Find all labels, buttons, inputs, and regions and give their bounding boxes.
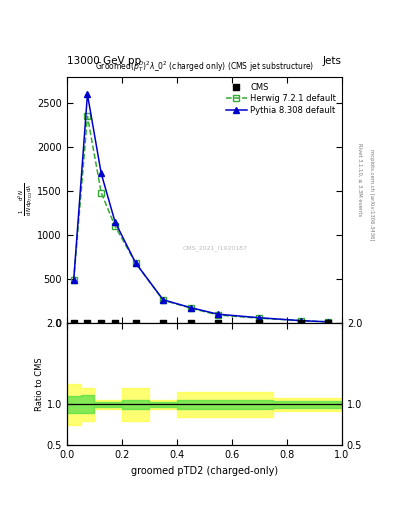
Text: Groomed$(p_T^D)^2\lambda\_0^2$ (charged only) (CMS jet substructure): Groomed$(p_T^D)^2\lambda\_0^2$ (charged … — [95, 59, 314, 74]
Text: CMS_2021_I1920187: CMS_2021_I1920187 — [182, 245, 247, 250]
CMS — [132, 318, 139, 327]
Y-axis label: $\frac{1}{\,\mathrm{d}N}\frac{\mathrm{d}^2N}{\mathrm{d}p_{TD2}\,\mathrm{d}\lambd: $\frac{1}{\,\mathrm{d}N}\frac{\mathrm{d}… — [17, 183, 35, 216]
Herwig 7.2.1 default — [161, 297, 165, 303]
CMS — [325, 318, 331, 327]
Pythia 8.308 default — [257, 315, 262, 321]
Pythia 8.308 default — [188, 305, 193, 311]
Pythia 8.308 default — [216, 311, 220, 317]
CMS — [298, 318, 304, 327]
Pythia 8.308 default — [298, 317, 303, 324]
CMS — [98, 318, 105, 327]
Text: 13000 GeV pp: 13000 GeV pp — [67, 55, 141, 66]
Herwig 7.2.1 default — [257, 315, 262, 321]
Pythia 8.308 default — [133, 260, 138, 266]
Herwig 7.2.1 default — [326, 319, 331, 325]
Text: Rivet 3.1.10, ≥ 3.3M events: Rivet 3.1.10, ≥ 3.3M events — [357, 142, 362, 216]
Pythia 8.308 default — [72, 278, 76, 284]
CMS — [187, 318, 194, 327]
Herwig 7.2.1 default — [72, 278, 76, 284]
CMS — [112, 318, 118, 327]
X-axis label: groomed pTD2 (charged-only): groomed pTD2 (charged-only) — [131, 466, 278, 476]
Legend: CMS, Herwig 7.2.1 default, Pythia 8.308 default: CMS, Herwig 7.2.1 default, Pythia 8.308 … — [224, 81, 338, 116]
CMS — [215, 318, 221, 327]
Pythia 8.308 default — [113, 219, 118, 225]
Line: Herwig 7.2.1 default: Herwig 7.2.1 default — [71, 113, 331, 325]
Text: Jets: Jets — [323, 55, 342, 66]
Pythia 8.308 default — [161, 296, 165, 303]
Pythia 8.308 default — [326, 319, 331, 325]
Herwig 7.2.1 default — [298, 317, 303, 324]
Herwig 7.2.1 default — [113, 223, 118, 229]
Herwig 7.2.1 default — [85, 113, 90, 119]
Herwig 7.2.1 default — [216, 312, 220, 318]
CMS — [256, 318, 263, 327]
Line: Pythia 8.308 default: Pythia 8.308 default — [71, 91, 331, 325]
CMS — [71, 318, 77, 327]
Pythia 8.308 default — [99, 170, 104, 177]
CMS — [160, 318, 166, 327]
Y-axis label: Ratio to CMS: Ratio to CMS — [35, 357, 44, 411]
CMS — [84, 318, 90, 327]
Herwig 7.2.1 default — [188, 305, 193, 311]
Herwig 7.2.1 default — [99, 189, 104, 196]
Pythia 8.308 default — [85, 91, 90, 97]
Text: mcplots.cern.ch [arXiv:1306.3436]: mcplots.cern.ch [arXiv:1306.3436] — [369, 149, 374, 240]
Herwig 7.2.1 default — [133, 260, 138, 266]
